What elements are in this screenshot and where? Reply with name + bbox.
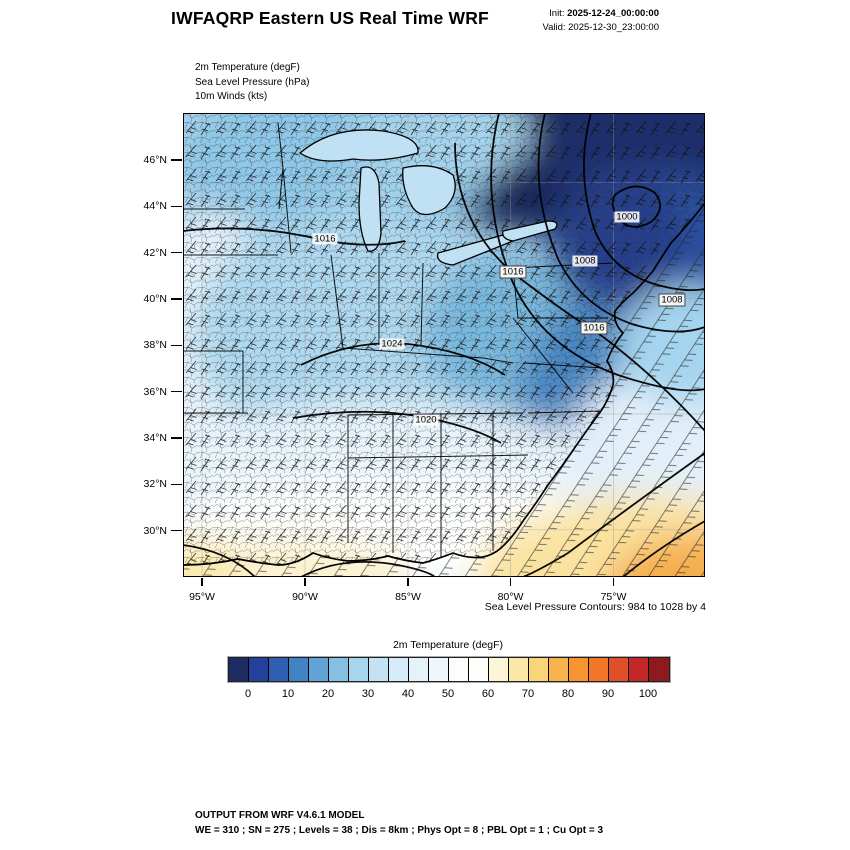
lat-tick — [171, 529, 182, 532]
field-pressure: Sea Level Pressure (hPa) — [195, 76, 310, 88]
colorbar-tick-label: 80 — [561, 688, 575, 700]
colorbar-cell — [529, 658, 549, 681]
lat-tick — [171, 298, 182, 300]
lat-tick-label: 34°N — [143, 432, 167, 444]
lat-tick-label: 30°N — [143, 524, 167, 537]
colorbar-cell — [309, 658, 329, 681]
coastline — [183, 202, 705, 566]
init-time: Init: 2025-12-24_00:00:00 — [459, 7, 659, 21]
init-label: Init: — [549, 8, 565, 19]
colorbar-tick-label: 20 — [321, 688, 335, 700]
colorbar-tick-label: 70 — [521, 688, 535, 700]
colorbar-cell — [269, 658, 289, 681]
lat-tick-label: 44°N — [143, 200, 167, 213]
colorbar-ticks: 0 10 20 30 40 50 60 70 80 90 100 — [228, 688, 668, 702]
lon-tick-label: 90°W — [292, 591, 318, 603]
colorbar-cell — [369, 658, 389, 681]
colorbar-tick-label: 40 — [401, 688, 415, 700]
valid-label: Valid: — [542, 22, 566, 33]
lat-tick-label: 36°N — [143, 385, 167, 398]
model-info: OUTPUT FROM WRF V4.6.1 MODEL WE = 310 ; … — [195, 809, 603, 838]
colorbar-cell — [349, 658, 369, 681]
lat-tick — [171, 205, 182, 208]
map-frame — [183, 113, 705, 577]
colorbar-title: 2m Temperature (degF) — [392, 639, 504, 651]
lat-tick-label: 32°N — [143, 478, 167, 491]
colorbar-tick-label: 100 — [638, 688, 658, 700]
colorbar-tick-label: 0 — [244, 688, 252, 700]
colorbar-cell — [649, 658, 669, 681]
weather-map — [183, 113, 705, 577]
colorbar-cell — [289, 658, 309, 681]
lon-tick-label: 75°W — [600, 591, 627, 603]
lat-tick — [171, 483, 182, 486]
colorbar-cell — [609, 658, 629, 681]
colorbar-cell — [589, 658, 609, 681]
lat-tick — [171, 251, 182, 254]
valid-value: 2025-12-30_23:00:00 — [568, 22, 659, 33]
colorbar-cell — [449, 658, 469, 681]
colorbar-cell — [229, 658, 249, 681]
field-list: 2m Temperature (degF) Sea Level Pressure… — [195, 61, 310, 105]
model-info-line2: WE = 310 ; SN = 275 ; Levels = 38 ; Dis … — [195, 824, 604, 836]
colorbar-cell — [329, 658, 349, 681]
valid-time: Valid: 2025-12-30_23:00:00 — [459, 21, 659, 35]
colorbar-cell — [549, 658, 569, 681]
colorbar-tick-label: 10 — [281, 688, 295, 700]
colorbar-cell — [429, 658, 449, 681]
colorbar-cell — [569, 658, 589, 681]
colorbar-cell — [489, 658, 509, 681]
colorbar-cell — [409, 658, 429, 681]
lon-tick-label: 80°W — [497, 591, 524, 603]
great-lakes — [298, 129, 558, 266]
lat-tick — [171, 437, 182, 439]
colorbar-tick-label: 30 — [361, 688, 375, 700]
init-value: 2025-12-24_00:00:00 — [567, 8, 659, 19]
state-borders — [183, 122, 614, 557]
lat-tick — [171, 390, 182, 393]
lon-tick — [509, 578, 512, 586]
lat-tick — [171, 344, 182, 347]
colorbar-cell — [389, 658, 409, 681]
colorbar-tick-label: 90 — [601, 688, 615, 700]
run-times: Init: 2025-12-24_00:00:00 Valid: 2025-12… — [459, 7, 659, 35]
contour-note: Sea Level Pressure Contours: 984 to 1028… — [484, 601, 706, 613]
lat-tick-label: 46°N — [143, 154, 167, 166]
field-temperature: 2m Temperature (degF) — [195, 62, 300, 73]
lon-tick-label: 85°W — [395, 591, 421, 603]
lon-tick — [201, 578, 203, 586]
lat-tick — [171, 159, 182, 161]
page-title: IWFAQRP Eastern US Real Time WRF — [171, 8, 489, 28]
colorbar-tick-label: 60 — [481, 688, 495, 700]
colorbar-cells — [227, 656, 671, 683]
lat-tick-label: 40°N — [143, 293, 167, 305]
colorbar-cell — [629, 658, 649, 681]
model-info-line1: OUTPUT FROM WRF V4.6.1 MODEL — [195, 810, 365, 821]
colorbar-cell — [249, 658, 269, 681]
map-plot: 1016 1024 1020 1016 1008 1000 1008 1016 46°N 44°… — [144, 113, 705, 603]
lon-tick — [612, 578, 615, 586]
colorbar-cell — [509, 658, 529, 681]
lon-tick-label: 95°W — [189, 591, 215, 603]
lon-tick — [407, 578, 409, 586]
lat-tick-label: 42°N — [143, 246, 167, 259]
field-winds: 10m Winds (kts) — [195, 91, 268, 102]
colorbar-tick-label: 50 — [441, 688, 455, 700]
pressure-contours — [183, 113, 705, 577]
colorbar-cell — [469, 658, 489, 681]
lon-tick — [304, 578, 306, 586]
lat-tick-label: 38°N — [143, 339, 167, 352]
